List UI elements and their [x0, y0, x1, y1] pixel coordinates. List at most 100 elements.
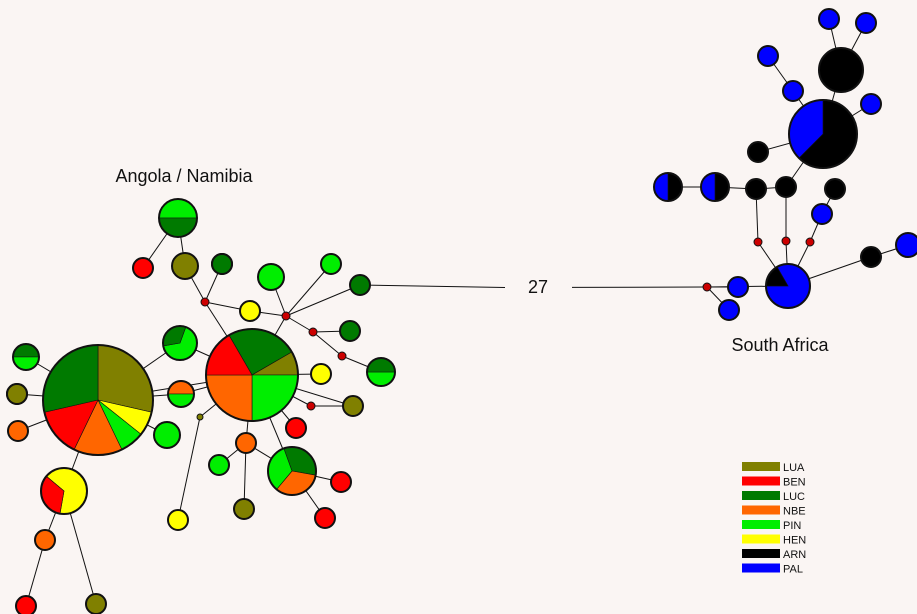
node-outline [34, 529, 56, 551]
long-branch-label: 27 [528, 277, 548, 297]
haplotype-node-s10 [700, 172, 730, 202]
pie-slice-pin [209, 455, 229, 475]
pie-slice-pal [819, 9, 839, 29]
pie-slice-arn [819, 48, 863, 92]
legend-label-lua: LUA [783, 462, 805, 474]
pie-slice-pal [783, 81, 803, 101]
haplotype-node-s18 [727, 276, 749, 298]
node-outline [811, 203, 833, 225]
node-outline [330, 471, 352, 493]
node-outline [257, 263, 285, 291]
pie-slice-lua [343, 396, 363, 416]
pie-slice-nbe [236, 433, 256, 453]
haplotype-node-a15 [342, 395, 364, 417]
pie-slice-ben [331, 472, 351, 492]
haplotype-node-s4 [757, 45, 779, 67]
network-edge [285, 263, 332, 317]
node-outline [267, 446, 317, 496]
node-outline [310, 363, 332, 385]
haplotype-node-a11 [162, 325, 198, 361]
pie-slice-pal [812, 204, 832, 224]
legend-swatch-nbe [742, 505, 780, 515]
haplotype-node-a19 [34, 529, 56, 551]
pie-slice-pin [366, 371, 396, 387]
node-outline [158, 198, 198, 238]
pie-slice-hen [240, 301, 260, 321]
haplotype-node-s15 [765, 263, 811, 309]
node-outline [818, 8, 840, 30]
median-vector [196, 413, 204, 421]
pie-slice-ben [133, 258, 153, 278]
pie-slice-lua [172, 253, 198, 279]
node-outline [85, 593, 107, 614]
legend-label-hen: HEN [783, 535, 806, 547]
network-edge [285, 284, 361, 317]
node-outline [320, 253, 342, 275]
pie-slice-arn [776, 177, 796, 197]
legend-swatch-arn [742, 549, 780, 558]
pie-slice-luc [42, 344, 99, 413]
node-outline [895, 232, 917, 258]
node-outline [366, 357, 396, 387]
haplotype-node-s16 [860, 246, 882, 268]
pie-slice-hen [168, 510, 188, 530]
median-vector [200, 297, 210, 307]
haplotype-node-a35 [6, 383, 28, 405]
pie-slice-pal [719, 300, 739, 320]
node-outline [342, 395, 364, 417]
median-vector [702, 282, 712, 292]
node-outline [824, 178, 846, 200]
pie-slice-pin [258, 264, 284, 290]
node-outline [765, 263, 811, 309]
haplotype-node-s8 [747, 141, 769, 163]
haplotype-node-s7 [788, 99, 858, 169]
legend-swatch-lua [742, 462, 780, 471]
legend-swatch-ben [742, 476, 780, 486]
haplotype-node-a7 [257, 263, 285, 291]
node-outline [12, 343, 40, 371]
pie-slice-pal [758, 46, 778, 66]
median-vector [337, 351, 347, 361]
node-outline [239, 300, 261, 322]
node-outline [718, 299, 740, 321]
pie-slice-ben [16, 596, 36, 614]
legend-swatch-hen [742, 534, 780, 544]
node-outline [205, 328, 299, 422]
legend-label-arn: ARN [783, 549, 806, 561]
haplotype-node-a34 [12, 343, 40, 371]
haplotype-node-a9 [320, 253, 342, 275]
haplotype-node-a23 [211, 253, 233, 275]
legend-label-nbe: NBE [783, 506, 806, 518]
haplotype-node-s6 [860, 93, 882, 115]
node-outline [167, 380, 195, 408]
node-outline [775, 176, 797, 198]
pie-slice-pin [12, 356, 40, 371]
node-outline [235, 432, 257, 454]
node-outline [171, 252, 199, 280]
node-outline [818, 47, 864, 93]
median-vector [281, 311, 291, 321]
node-outline [208, 454, 230, 476]
node-outline [860, 246, 882, 268]
haplotype-node-a17 [7, 420, 29, 442]
pie-slice-pal [653, 172, 669, 202]
legend: LUA BEN LUC NBE PIN HEN ARN PAL [742, 462, 806, 576]
median-vector [753, 237, 763, 247]
haplotype-node-s14 [811, 203, 833, 225]
pie-slice-pal [861, 94, 881, 114]
haplotype-node-a33 [314, 507, 336, 529]
haplotype-node-s5 [782, 80, 804, 102]
node-outline [211, 253, 233, 275]
node-outline [6, 383, 28, 405]
pie-slice-pal [896, 233, 917, 257]
node-outline [757, 45, 779, 67]
node-outline [788, 99, 858, 169]
network-edge [312, 331, 343, 357]
pie-slice-pal [728, 277, 748, 297]
pie-slice-lua [7, 384, 27, 404]
haplotype-node-s12 [775, 176, 797, 198]
haplotype-node-a10 [349, 274, 371, 296]
legend-swatch-luc [742, 491, 780, 500]
haplotype-node-a26 [285, 417, 307, 439]
